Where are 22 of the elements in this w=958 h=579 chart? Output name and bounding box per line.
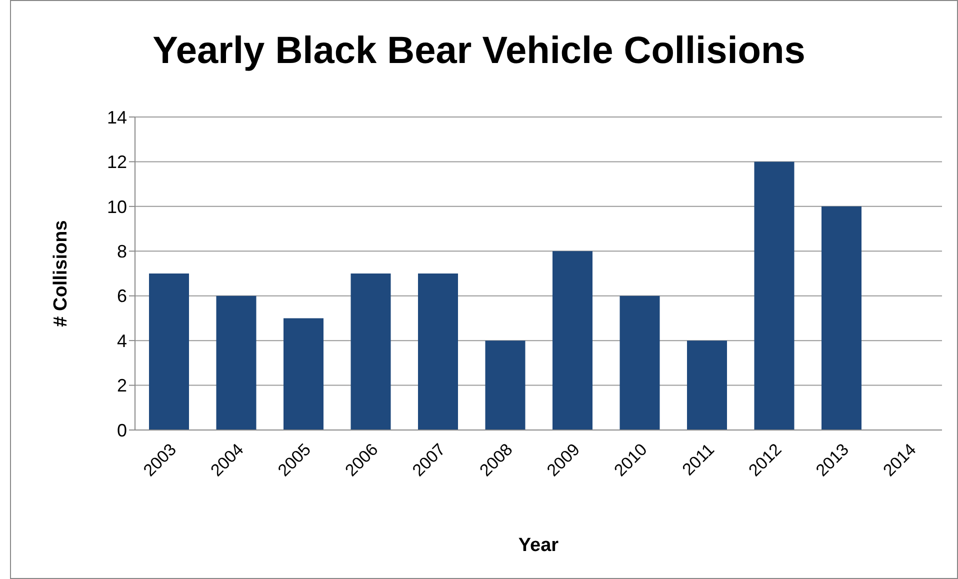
x-axis-title: Year bbox=[518, 535, 560, 556]
bar bbox=[216, 296, 256, 430]
y-tick-label: 10 bbox=[106, 196, 127, 217]
y-tick-label: 4 bbox=[116, 330, 127, 351]
bar bbox=[552, 251, 592, 430]
y-axis-title: # Collisions bbox=[50, 220, 72, 327]
y-tick-label: 6 bbox=[116, 286, 127, 306]
y-tick-label: 12 bbox=[106, 152, 127, 172]
bar bbox=[687, 340, 727, 430]
bar bbox=[620, 296, 660, 430]
y-tick-label: 8 bbox=[116, 242, 127, 262]
bar bbox=[284, 318, 324, 430]
bar bbox=[822, 206, 862, 430]
y-tick-label: 2 bbox=[116, 376, 127, 396]
bar bbox=[485, 340, 526, 430]
y-tick-label: 14 bbox=[106, 107, 127, 128]
chart-title: Yearly Black Bear Vehicle Collisions bbox=[152, 30, 806, 73]
bar bbox=[418, 274, 458, 430]
bar bbox=[754, 162, 794, 430]
y-tick-label: 0 bbox=[116, 420, 127, 440]
bar bbox=[149, 274, 189, 430]
bar bbox=[350, 274, 391, 430]
